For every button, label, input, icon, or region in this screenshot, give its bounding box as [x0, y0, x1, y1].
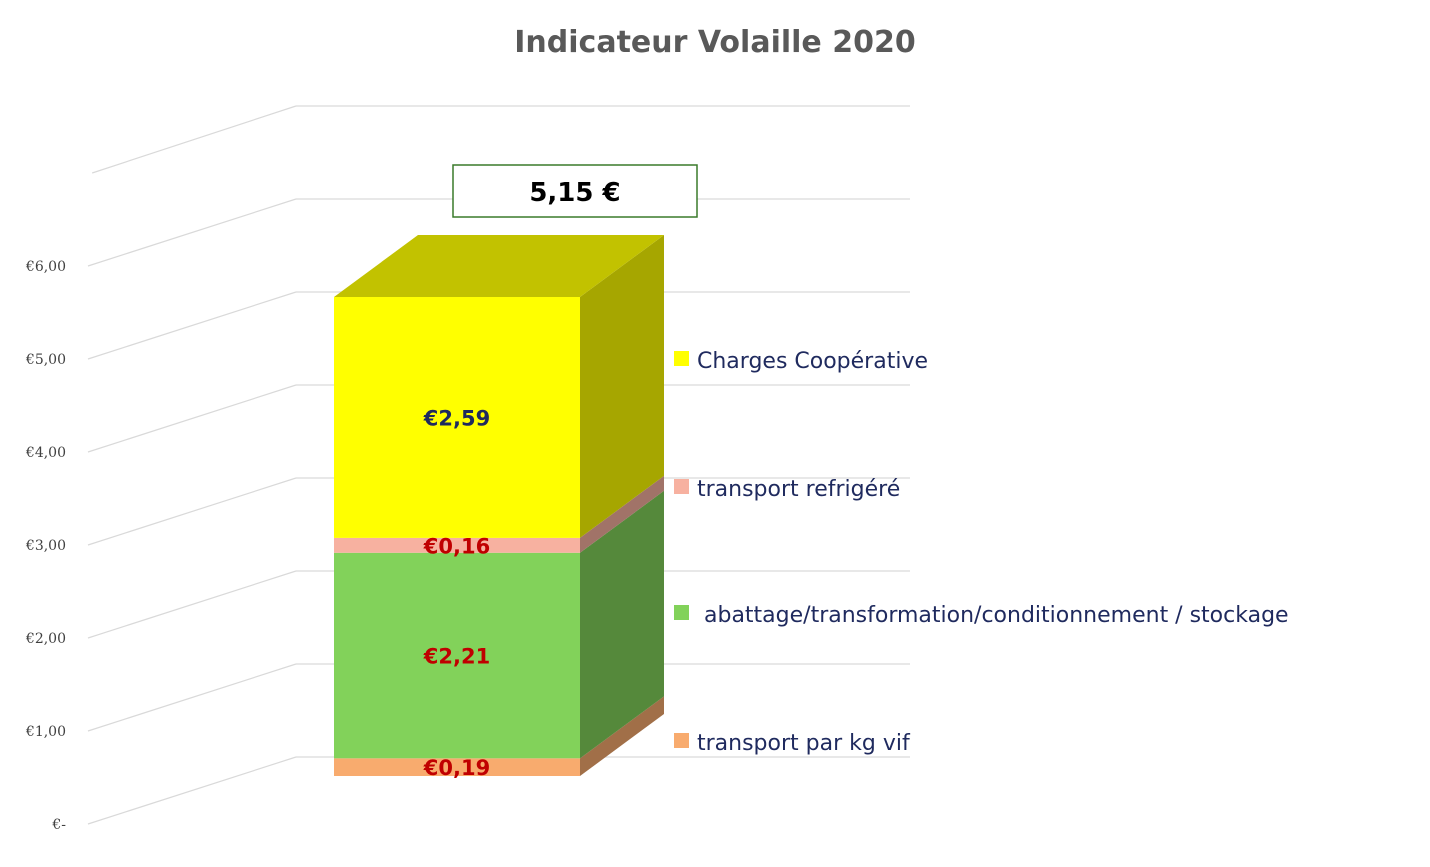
total-box-frame	[452, 164, 698, 218]
y-tick-label: €-	[51, 817, 66, 833]
data-label: €2,21	[423, 645, 490, 669]
chart-title: Indicateur Volaille 2020	[514, 25, 915, 60]
legend-swatch	[674, 479, 689, 494]
legend-label: transport par kg vif	[697, 731, 911, 756]
gridline-side	[87, 477, 297, 546]
gridline-side	[87, 198, 297, 267]
total-label: 5,15 €	[529, 178, 620, 208]
legend-label: Charges Coopérative	[697, 349, 928, 374]
bar-segment-front	[334, 537, 580, 553]
bar-segment-front	[334, 297, 580, 538]
legend: Charges Coopérative transport refrigéré ab…	[674, 349, 1289, 756]
legend-item: transport refrigéré	[674, 477, 900, 502]
bar-segment-front	[334, 758, 580, 776]
y-tick-label: €5,00	[25, 352, 66, 368]
gridline-side	[87, 663, 297, 732]
gridline-side	[87, 756, 297, 825]
total-box: 5,15 €	[452, 164, 698, 218]
y-tick-label: €4,00	[25, 445, 66, 461]
data-labels: €0,19 €2,21 €0,16 €2,59	[423, 406, 490, 780]
y-tick-label: €2,00	[25, 631, 66, 647]
data-label: €2,59	[423, 406, 490, 430]
gridline-side	[91, 105, 297, 174]
y-axis: €- €1,00 €2,00 €3,00 €4,00 €5,00 €6,00	[25, 259, 66, 833]
gridline-side	[87, 570, 297, 639]
legend-item: abattage/transformation/conditionnement …	[674, 603, 1289, 628]
data-label: €0,19	[423, 756, 490, 780]
gridline-side	[87, 384, 297, 453]
bar-segment-side	[580, 475, 664, 553]
bar-segment-front	[334, 552, 580, 759]
legend-swatch	[674, 733, 689, 748]
legend-label: transport refrigéré	[697, 477, 900, 502]
legend-item: transport par kg vif	[674, 731, 911, 756]
legend-label: abattage/transformation/conditionnement …	[704, 603, 1289, 628]
legend-swatch	[674, 351, 689, 366]
legend-swatch	[674, 605, 689, 620]
bar-stack	[334, 235, 664, 776]
data-label: €0,16	[423, 534, 490, 558]
bar-segment-side	[580, 490, 664, 759]
y-tick-label: €1,00	[25, 724, 66, 740]
bar-segment-top	[334, 235, 664, 297]
gridline-side	[87, 291, 297, 360]
legend-item: Charges Coopérative	[674, 349, 928, 374]
bar-segment-side	[580, 696, 664, 776]
y-tick-label: €3,00	[25, 538, 66, 554]
y-tick-label: €6,00	[25, 259, 66, 275]
bar-segment-side	[580, 235, 664, 538]
